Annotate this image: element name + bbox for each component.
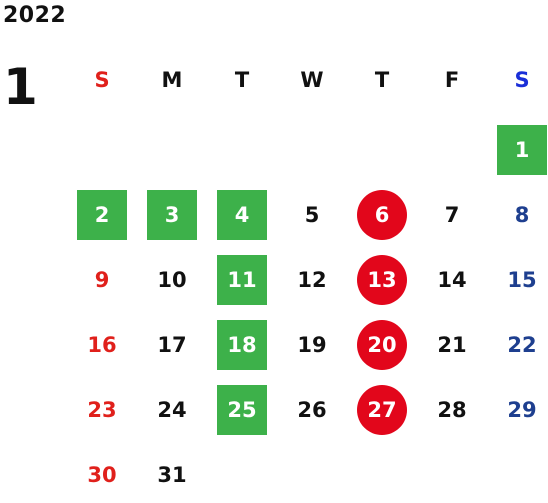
day-cell-10[interactable]: 10: [157, 268, 187, 292]
year-label: 2022: [3, 3, 67, 28]
day-cell-16[interactable]: 16: [87, 333, 117, 357]
day-cell-3[interactable]: 3: [147, 190, 197, 240]
day-cell-28[interactable]: 28: [437, 398, 467, 422]
day-cell-13[interactable]: 13: [357, 255, 407, 305]
day-cell-9[interactable]: 9: [94, 268, 110, 292]
day-cell-27[interactable]: 27: [357, 385, 407, 435]
day-cell-6[interactable]: 6: [357, 190, 407, 240]
month-label: 1: [3, 58, 38, 116]
day-cell-25[interactable]: 25: [217, 385, 267, 435]
day-cell-11[interactable]: 11: [217, 255, 267, 305]
day-cell-31[interactable]: 31: [157, 463, 187, 487]
day-cell-18[interactable]: 18: [217, 320, 267, 370]
day-cell-4[interactable]: 4: [217, 190, 267, 240]
day-cell-22[interactable]: 22: [507, 333, 537, 357]
weekday-header-sun: S: [94, 68, 110, 92]
day-cell-21[interactable]: 21: [437, 333, 467, 357]
day-cell-24[interactable]: 24: [157, 398, 187, 422]
weekday-header-wed: W: [300, 68, 324, 92]
weekday-header-sat: S: [514, 68, 530, 92]
day-cell-8[interactable]: 8: [514, 203, 530, 227]
day-cell-29[interactable]: 29: [507, 398, 537, 422]
day-cell-1[interactable]: 1: [497, 125, 547, 175]
day-cell-12[interactable]: 12: [297, 268, 327, 292]
day-cell-20[interactable]: 20: [357, 320, 407, 370]
weekday-header-tue: T: [234, 68, 250, 92]
day-cell-14[interactable]: 14: [437, 268, 467, 292]
day-cell-2[interactable]: 2: [77, 190, 127, 240]
day-cell-26[interactable]: 26: [297, 398, 327, 422]
day-cell-7[interactable]: 7: [444, 203, 460, 227]
day-cell-23[interactable]: 23: [87, 398, 117, 422]
weekday-header-mon: M: [161, 68, 183, 92]
day-cell-5[interactable]: 5: [304, 203, 320, 227]
weekday-header-thu: T: [374, 68, 390, 92]
day-cell-19[interactable]: 19: [297, 333, 327, 357]
weekday-header-fri: F: [444, 68, 460, 92]
day-cell-30[interactable]: 30: [87, 463, 117, 487]
day-cell-15[interactable]: 15: [507, 268, 537, 292]
day-cell-17[interactable]: 17: [157, 333, 187, 357]
